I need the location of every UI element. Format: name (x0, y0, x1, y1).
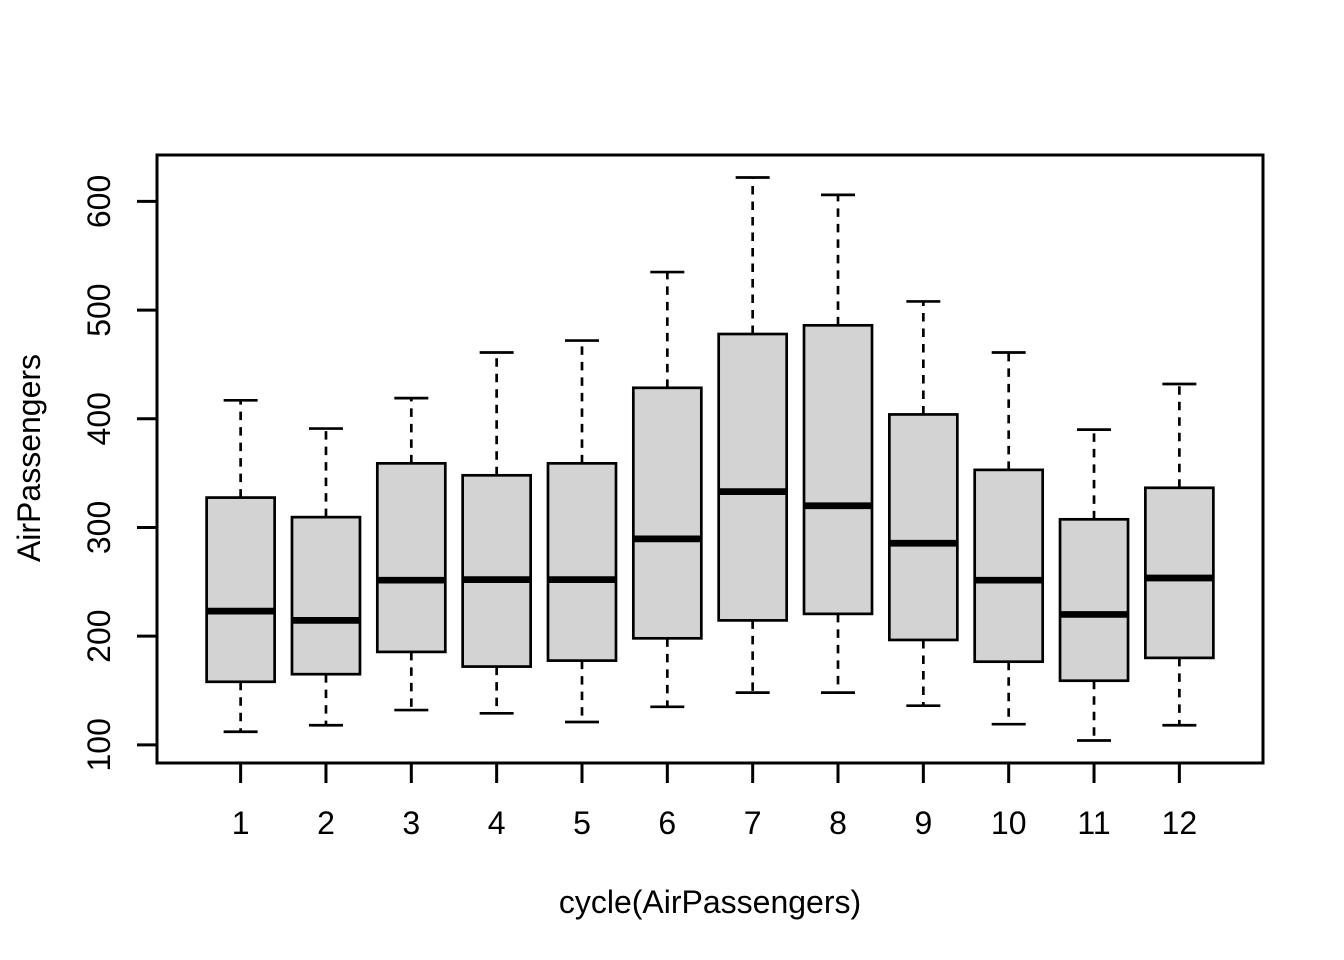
x-tick-label: 1 (232, 805, 250, 841)
boxplot-box-1 (205, 398, 276, 734)
boxplot-box-4 (461, 351, 533, 715)
x-tick-label: 9 (914, 805, 932, 841)
iqr-box (1058, 517, 1130, 683)
boxplot-box-11 (1058, 428, 1130, 742)
x-tick-label: 12 (1162, 805, 1198, 841)
y-tick-label: 500 (81, 283, 117, 336)
iqr-box (631, 386, 703, 640)
y-tick-label: 200 (81, 609, 117, 662)
iqr-box (461, 473, 533, 668)
iqr-box (375, 461, 447, 654)
x-tick-label: 8 (829, 805, 847, 841)
y-tick-label: 100 (81, 718, 117, 771)
iqr-box (973, 468, 1045, 664)
x-tick-label: 3 (402, 805, 420, 841)
x-tick-label: 6 (658, 805, 676, 841)
boxplot-box-8 (802, 193, 874, 695)
plot-border (155, 153, 1265, 765)
boxplot-box-5 (546, 339, 618, 724)
boxplot-box-9 (887, 300, 959, 708)
iqr-box (546, 461, 618, 662)
boxplot-box-6 (631, 270, 703, 709)
boxplot-box-10 (973, 351, 1045, 726)
x-axis-title: cycle(AirPassengers) (559, 884, 861, 920)
iqr-box (1144, 486, 1215, 660)
x-tick-label: 4 (488, 805, 506, 841)
y-axis-title: AirPassengers (11, 354, 47, 562)
iqr-box (887, 413, 959, 642)
boxplot-box-3 (375, 396, 447, 712)
boxplot-box-2 (290, 427, 362, 727)
x-tick-label: 7 (744, 805, 762, 841)
boxplot-box-12 (1144, 382, 1215, 727)
boxplot-box-7 (717, 176, 789, 695)
iqr-box (802, 323, 874, 616)
x-tick-label: 10 (991, 805, 1027, 841)
iqr-box (290, 515, 362, 676)
y-tick-label: 300 (81, 501, 117, 554)
x-tick-label: 5 (573, 805, 591, 841)
y-tick-label: 600 (81, 175, 117, 228)
x-tick-label: 2 (317, 805, 335, 841)
iqr-box (205, 496, 276, 684)
x-tick-label: 11 (1077, 805, 1110, 841)
y-tick-label: 400 (81, 392, 117, 445)
iqr-box (717, 332, 789, 622)
